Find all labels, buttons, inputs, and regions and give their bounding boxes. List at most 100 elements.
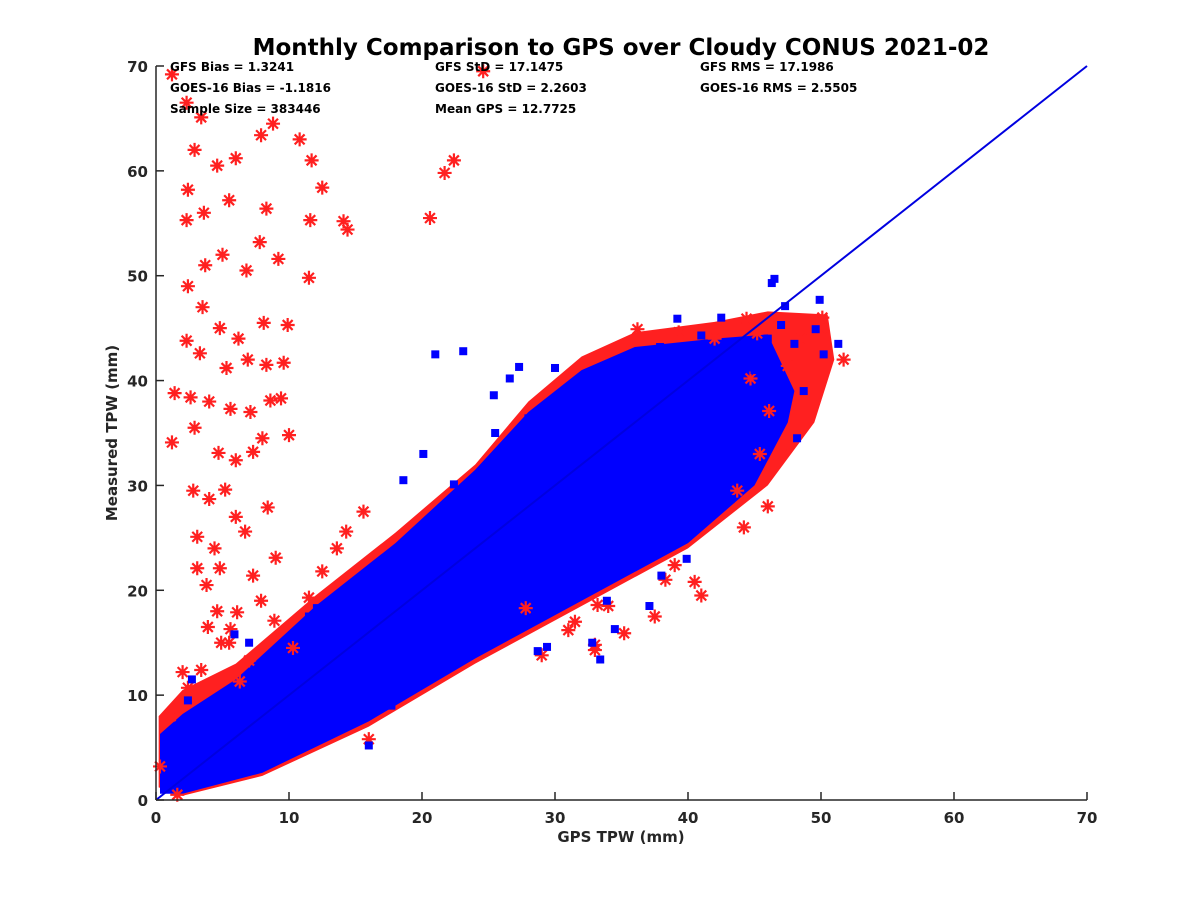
gfs-point [476,64,491,79]
goes-16-point [697,331,706,340]
gfs-point [304,153,319,168]
goes-16-point [524,414,533,423]
goes-16-point [758,435,767,444]
goes-16-point [376,679,385,688]
gfs-point [200,619,215,634]
goes-16-point [596,655,605,664]
gfs-point [437,165,452,180]
chart-title: Monthly Comparison to GPS over Cloudy CO… [253,35,990,61]
gfs-point [180,182,195,197]
goes-16-point [770,274,779,283]
gfs-point [259,357,274,372]
gfs-point [268,550,283,565]
gfs-point [242,653,257,668]
gfs-point [807,315,822,330]
goes-16-point [726,495,735,504]
gfs-point [274,391,289,406]
goes-16-point [718,423,727,432]
goes-16-point [815,295,824,304]
gfs-point [192,346,207,361]
stats-annotations: GFS Bias = 1.3241 GFS StD = 17.1475 GFS … [170,60,857,116]
goes-16-point [588,638,597,647]
goes-16-point [743,397,752,406]
gfs-point [617,626,632,641]
gfs-point [601,599,616,614]
goes-16-point [568,565,577,574]
goes-16-point [697,387,706,396]
gfs-point [329,541,344,556]
goes-16-point [790,339,799,348]
stat-gfs-bias: GFS Bias = 1.3241 [170,60,294,74]
goes-16-point [602,596,611,605]
gfs-point [231,331,246,346]
goes-16-point [183,696,192,705]
gfs-point [199,578,214,593]
goes-16-point [598,491,607,500]
gfs-point [356,504,371,519]
goes-16-point [811,325,820,334]
x-tick-label: 70 [1077,809,1098,827]
goes-16-point [187,675,196,684]
goes-16-point [777,320,786,329]
goes-16-point [737,465,746,474]
stat-mean-gps: Mean GPS = 12.7725 [435,102,576,116]
goes-16-point [342,699,351,708]
gfs-point [254,593,269,608]
data-points [152,64,851,802]
gfs-point [246,568,261,583]
gfs-point [170,787,185,802]
goes-16-point [682,554,691,563]
stat-goes-std: GOES-16 StD = 2.2603 [435,81,587,95]
gfs-point [175,665,190,680]
gfs-point [760,499,775,514]
goes-16-point [419,449,428,458]
gfs-point [561,623,576,638]
gfs-point [228,509,243,524]
gfs-point [762,403,777,418]
gfs-point [422,211,437,226]
gfs-point [263,393,278,408]
gfs-point [340,222,355,237]
gfs-point [230,605,245,620]
gfs-point [212,321,227,336]
goes-16-point [793,434,802,443]
gfs-point [336,214,351,229]
gfs-point [301,590,316,605]
y-tick-labels: 0 10 20 30 40 50 60 70 [127,58,148,810]
gfs-point [179,333,194,348]
gfs-point [271,251,286,266]
goes-16-point [662,502,671,511]
gfs-point [667,558,682,573]
x-tick-label: 10 [279,809,300,827]
gfs-point [167,386,182,401]
goes-16-point [673,314,682,323]
gfs-point [180,680,195,695]
stat-gfs-rms: GFS RMS = 17.1986 [700,60,834,74]
gfs-point [183,390,198,405]
goes-16-point [625,550,634,559]
gfs-point [210,158,225,173]
gfs-point [752,446,767,461]
gfs-point [252,235,267,250]
gfs-point [671,325,686,340]
goes-16-point [230,630,239,639]
gfs-point [211,445,226,460]
gfs-point [186,483,201,498]
x-tick-labels: 0 10 20 30 40 50 60 70 [151,809,1098,827]
y-tick-label: 60 [127,163,148,181]
stat-sample-size: Sample Size = 383446 [170,102,321,116]
gfs-point [814,321,828,336]
y-tick-label: 0 [138,792,148,810]
goes-16-point [551,363,559,372]
y-tick-label: 50 [127,268,148,286]
goes-16-point [459,347,468,356]
goes-16-point [733,345,742,354]
gfs-point [590,597,605,612]
goes-16-point [755,397,764,406]
goes-16-point [750,366,759,375]
goes-16-point [448,507,457,516]
gfs-point [315,180,330,195]
gfs-point [361,732,376,747]
gfs-point [202,394,217,409]
gfs-point [260,500,275,515]
